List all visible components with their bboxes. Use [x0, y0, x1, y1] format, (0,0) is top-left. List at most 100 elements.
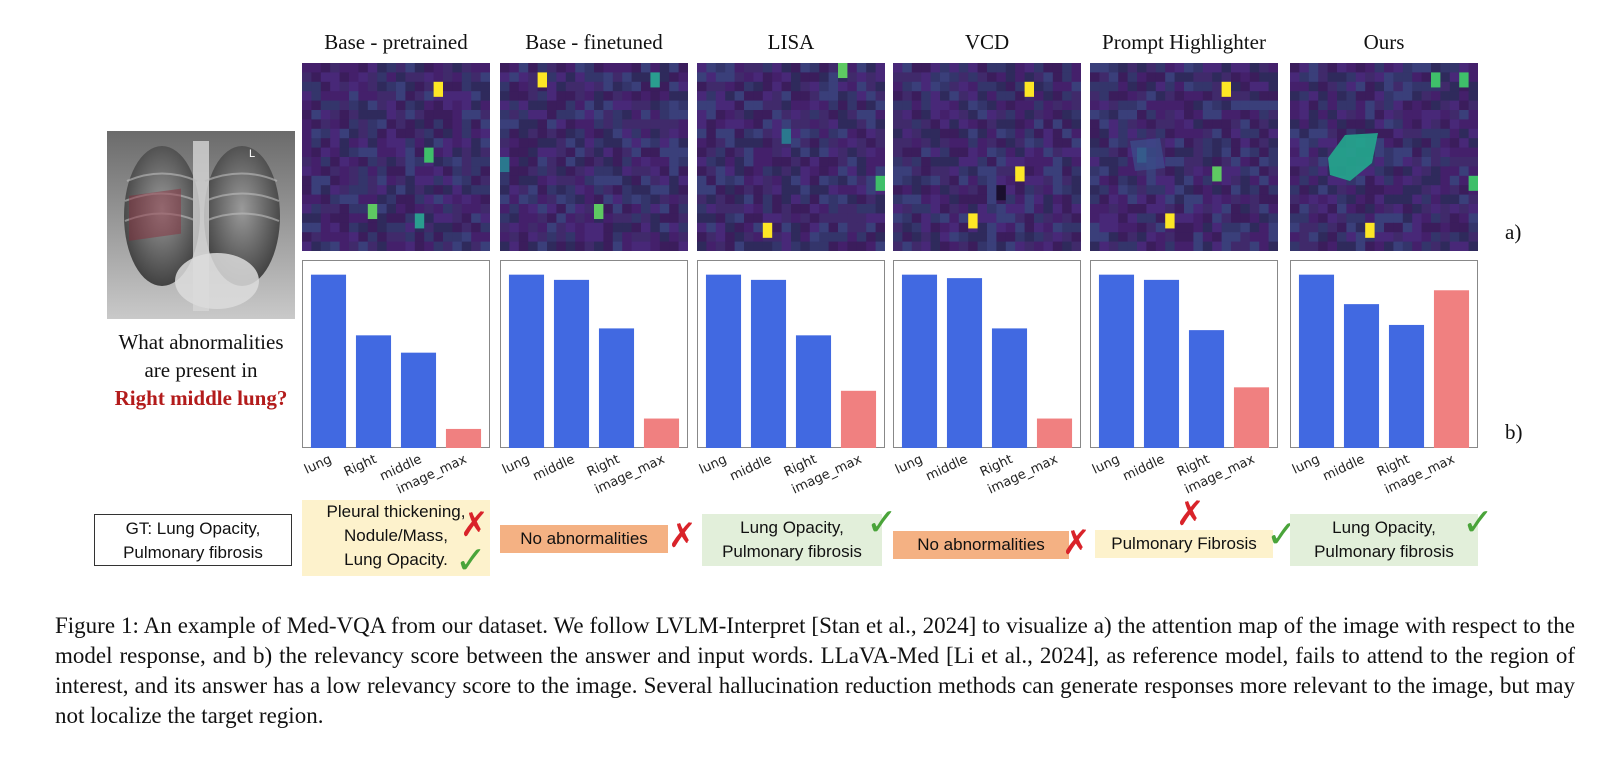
heatmap-cell [1290, 100, 1300, 111]
heatmap-cell [958, 138, 969, 149]
heatmap-cell [575, 72, 586, 83]
heatmap-cell [996, 81, 1007, 92]
heatmap-cell [461, 213, 472, 224]
heatmap-cell [1034, 222, 1044, 233]
heatmap-cell [856, 110, 867, 120]
heatmap-cell [358, 147, 369, 158]
heatmap-cell [1231, 138, 1241, 149]
heatmap-cell [1327, 110, 1338, 120]
heatmap-cell [1421, 63, 1432, 73]
heatmap-cell [509, 175, 520, 186]
heatmap-cell [575, 63, 586, 73]
heatmap-cell [405, 119, 416, 130]
heatmap-cell [1052, 175, 1063, 186]
heatmap-cell [1221, 147, 1232, 158]
heatmap-cell [509, 213, 520, 224]
heatmap-cell [781, 72, 792, 83]
heatmap-cell [1449, 63, 1460, 73]
heatmap-cell [1099, 119, 1110, 130]
heatmap-cell [987, 232, 997, 243]
heatmap-cell [622, 63, 633, 73]
heatmap-cell [1212, 157, 1223, 167]
heatmap-cell [911, 72, 922, 83]
heatmap-cell [847, 175, 858, 186]
heatmap-cell [622, 138, 633, 149]
heatmap-cell [1402, 100, 1413, 111]
heatmap-cell [405, 204, 416, 214]
heatmap-cell [1459, 100, 1470, 111]
answer-line: Lung Opacity, [740, 518, 844, 537]
heatmap-cell [1043, 81, 1054, 92]
heatmap-cell [584, 175, 595, 186]
heatmap-cell [1374, 110, 1385, 120]
heatmap-cell [641, 222, 651, 233]
heatmap-cell [1355, 110, 1366, 120]
heatmap-cell [762, 204, 773, 214]
heatmap-cell [1355, 128, 1366, 139]
heatmap-cell [1118, 81, 1129, 92]
column-title: Base - finetuned [525, 30, 663, 54]
heatmap-cell [819, 138, 830, 149]
heatmap-cell [911, 204, 922, 214]
heatmap-cell [320, 128, 331, 139]
heatmap-cell [1015, 63, 1026, 73]
heatmap-cell [1421, 194, 1432, 205]
heatmap-cell [405, 147, 416, 158]
heatmap-cell [1468, 204, 1478, 214]
heatmap-cell [1043, 194, 1054, 205]
heatmap-cell [1005, 119, 1016, 130]
heatmap-cell [800, 213, 811, 224]
heatmap-cell [791, 185, 801, 196]
heatmap-cell [921, 138, 932, 149]
heatmap-cell [1146, 63, 1157, 73]
heatmap-cell [911, 194, 922, 205]
heatmap-cell [1118, 204, 1129, 214]
heatmap-cell [1393, 100, 1404, 111]
heatmap-cell [1155, 91, 1166, 102]
attention-heatmap [1090, 63, 1278, 251]
heatmap-cell [753, 185, 764, 196]
heatmap-cell [893, 138, 903, 149]
heatmap-cell [461, 72, 472, 83]
heatmap-cell [968, 175, 979, 186]
heatmap-cell [678, 194, 688, 205]
heatmap-cell [697, 222, 707, 233]
heatmap-cell [1108, 157, 1119, 167]
heatmap-cell [762, 213, 773, 224]
heatmap-cell [734, 91, 745, 102]
heatmap-cell [641, 232, 651, 243]
heatmap-cell [424, 110, 435, 120]
heatmap-cell [902, 241, 913, 251]
heatmap-cell [367, 110, 378, 120]
heatmap-cell [940, 222, 950, 233]
heatmap-cell [1421, 110, 1432, 120]
heatmap-cell [311, 119, 322, 130]
heatmap-cell [678, 175, 688, 186]
heatmap-cell [594, 232, 604, 243]
cross-icon: ✗ [1176, 494, 1205, 534]
heatmap-cell [547, 166, 557, 177]
heatmap-cell [443, 63, 453, 73]
heatmap-cell [1355, 72, 1366, 83]
heatmap-cell [622, 166, 633, 177]
heatmap-cell [641, 119, 651, 130]
heatmap-cell [949, 194, 960, 205]
heatmap-cell [809, 166, 820, 177]
heatmap-cell [930, 100, 941, 111]
heatmap-cell [1346, 204, 1357, 214]
heatmap-cell [377, 72, 388, 83]
heatmap-cell [1221, 157, 1232, 167]
heatmap-cell [603, 194, 614, 205]
heatmap-cell [1155, 175, 1166, 186]
heatmap-cell [339, 63, 350, 73]
heatmap-cell [949, 147, 960, 158]
heatmap-cell [528, 222, 539, 233]
heatmap-cell [1412, 128, 1423, 139]
heatmap-cell [1299, 185, 1310, 196]
heatmap-cell [819, 175, 830, 186]
heatmap-hot-cell [1365, 222, 1375, 238]
heatmap-cell [1355, 63, 1366, 73]
heatmap-cell [641, 100, 651, 111]
heatmap-cell [725, 157, 736, 167]
heatmap-cell [518, 241, 529, 251]
